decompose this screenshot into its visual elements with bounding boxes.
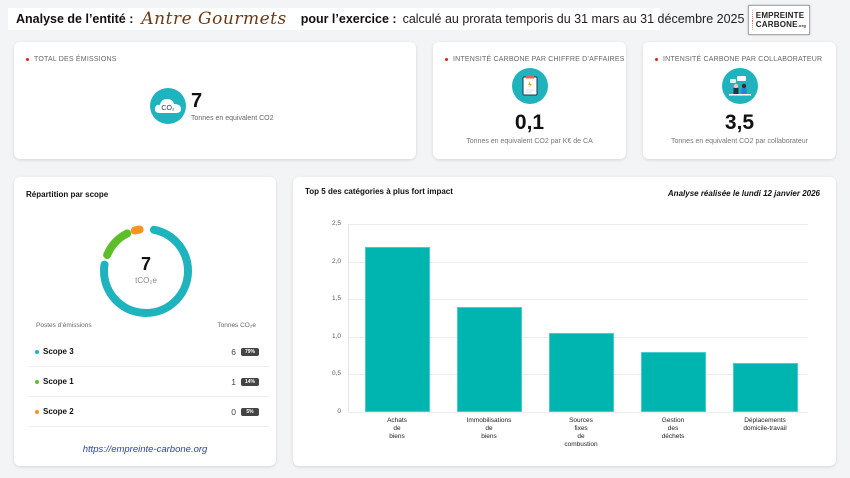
bullet-icon [26, 58, 29, 61]
y-tick-label: 2,0 [331, 257, 341, 265]
scope-table-header: Postes d’émissions Tonnes CO₂e [36, 322, 256, 329]
scope-row-1[interactable]: Scope 1 1 14% [29, 367, 269, 397]
total-emissions-card: TOTAL DES ÉMISSIONS CO₂ 7 Tonnes en equi… [14, 42, 416, 159]
exercise-label: pour l’exercice : [300, 12, 397, 26]
scope-pct-badge: 14% [241, 377, 259, 386]
scope-value: 6 [231, 346, 236, 357]
top5-categories-card: Top 5 des catégories à plus fort impact … [293, 177, 836, 466]
scope-table: Scope 3 6 79% Scope 1 1 14% Scope 2 0 5% [29, 337, 269, 427]
gridline [349, 299, 808, 301]
x-category-label: Déplacements domicile-travail [743, 417, 787, 432]
revenue-intensity-value: 0,1 [514, 111, 545, 134]
empreinte-carbone-logo[interactable]: EMPREINTE CARBONE.org [748, 5, 810, 35]
revenue-intensity-title: INTENSITÉ CARBONE PAR CHIFFRE D’AFFAIRES [445, 56, 625, 63]
clipboard-icon [511, 68, 548, 104]
website-link[interactable]: https://empreinte-carbone.org [82, 444, 208, 455]
exercise-period: calculé au prorata temporis du 31 mars a… [402, 12, 745, 26]
scope-value: 1 [231, 376, 236, 387]
bar[interactable] [364, 246, 430, 412]
scope-pct-badge: 5% [241, 407, 259, 416]
bar[interactable] [548, 333, 614, 412]
y-tick-label: 0,5 [331, 370, 341, 378]
gridline [349, 412, 808, 413]
entity-label: Analyse de l’entité : [16, 12, 134, 26]
total-emissions-unit: Tonnes en equivalent CO2 [191, 114, 274, 122]
scope-donut-chart: 7 tCO₂e [98, 223, 194, 319]
scope-name: Scope 2 [43, 407, 74, 416]
x-category-label: Sources fixes de combustion [564, 417, 598, 448]
gridline [349, 224, 808, 225]
employee-intensity-value: 3,5 [724, 111, 755, 134]
scope-breakdown-card: Répartition par scope 7 tCO₂e Postes d’é… [14, 177, 276, 466]
col-postes: Postes d’émissions [36, 322, 92, 329]
entity-name: Antre Gourmets [141, 9, 287, 29]
bullet-icon [655, 58, 658, 61]
bar[interactable] [732, 363, 798, 412]
scope-breakdown-title: Répartition par scope [26, 190, 109, 199]
employee-intensity-title: INTENSITÉ CARBONE PAR COLLABORATEUR [655, 56, 822, 63]
y-tick-label: 1,5 [331, 295, 341, 303]
donut-total-unit: tCO₂e [135, 276, 157, 285]
y-tick-label: 1,0 [331, 332, 341, 340]
scope-3-dot-icon [35, 349, 39, 354]
analysis-date: Analyse réalisée le lundi 12 janvier 202… [667, 189, 820, 198]
x-category-label: Immobilisations de biens [466, 417, 512, 440]
revenue-intensity-card: INTENSITÉ CARBONE PAR CHIFFRE D’AFFAIRES… [433, 42, 626, 159]
top5-title: Top 5 des catégories à plus fort impact [305, 187, 453, 196]
x-category-label: Gestion des déchets [661, 417, 685, 440]
co2-cloud-icon: CO₂ [150, 88, 186, 124]
revenue-intensity-unit: Tonnes en equivalent CO2 par K€ de CA [466, 138, 593, 145]
svg-text:CO₂: CO₂ [161, 105, 175, 112]
scope-pct-badge: 79% [241, 347, 259, 356]
scope-row-2[interactable]: Scope 2 0 5% [29, 397, 269, 427]
analysis-header: Analyse de l’entité : Antre Gourmets pou… [8, 8, 744, 30]
total-emissions-body: CO₂ 7 Tonnes en equivalent CO2 [150, 88, 274, 124]
total-emissions-title: TOTAL DES ÉMISSIONS [26, 56, 117, 63]
fingerprint-icon [752, 10, 753, 30]
col-tonnes: Tonnes CO₂e [217, 322, 256, 329]
employee-intensity-card: INTENSITÉ CARBONE PAR COLLABORATEUR 3,5 … [643, 42, 836, 159]
scope-name: Scope 3 [43, 347, 74, 356]
top5-bar-chart: 0 0,5 1,0 1,5 2,0 2,5 Achats de biens Immobilis… [332, 220, 808, 448]
y-tick-label: 0 [337, 408, 341, 415]
collaborators-icon [721, 68, 758, 104]
x-category-label: Achats de biens [387, 417, 407, 440]
gridline [349, 261, 808, 263]
logo-text: EMPREINTE CARBONE.org [755, 10, 806, 29]
total-emissions-value: 7 [191, 89, 203, 112]
scope-1-dot-icon [35, 379, 39, 384]
bar[interactable] [456, 306, 522, 412]
scope-value: 0 [231, 406, 236, 417]
scope-row-3[interactable]: Scope 3 6 79% [29, 337, 269, 367]
scope-name: Scope 1 [43, 377, 74, 386]
employee-intensity-unit: Tonnes en equivalent CO2 par collaborate… [671, 138, 808, 145]
donut-total-value: 7 [140, 254, 151, 274]
scope-2-dot-icon [35, 409, 39, 414]
bullet-icon [445, 58, 448, 61]
bar[interactable] [640, 351, 706, 412]
y-tick-label: 2,5 [331, 220, 341, 227]
